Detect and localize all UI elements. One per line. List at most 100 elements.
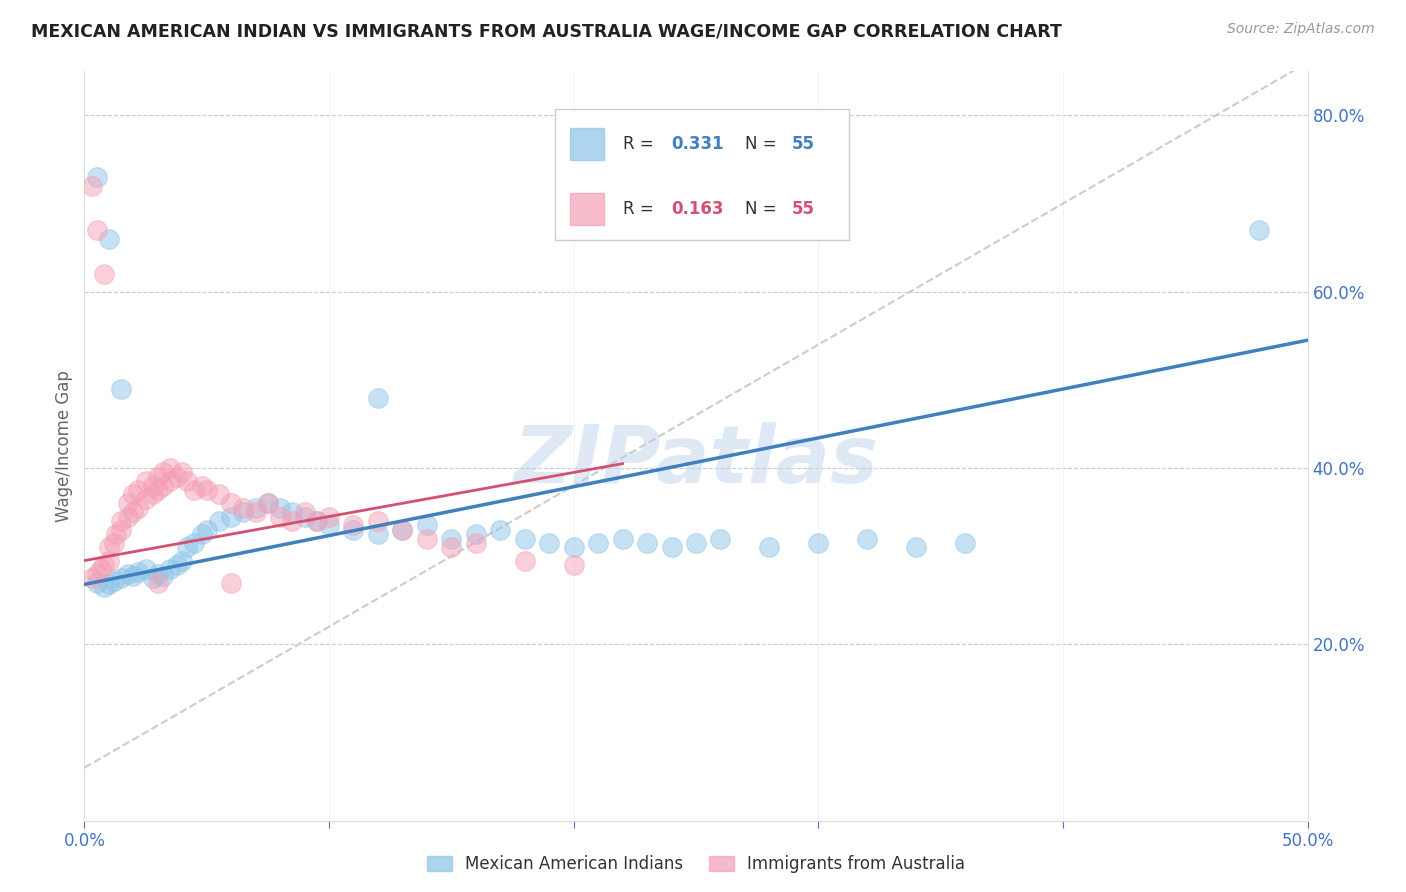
Point [166, 470, 188, 484]
Point [159, 562, 181, 576]
Point [176, 541, 198, 555]
Point [391, 523, 413, 537]
Point [440, 532, 463, 546]
Text: R =: R = [623, 200, 658, 219]
Point [122, 568, 145, 582]
Point [117, 509, 139, 524]
Point [538, 536, 561, 550]
Point [269, 509, 291, 524]
Point [305, 514, 328, 528]
Point [367, 527, 389, 541]
Point [183, 483, 205, 497]
Point [191, 527, 214, 541]
Point [110, 514, 132, 528]
Point [367, 514, 389, 528]
Point [342, 518, 364, 533]
Point [97, 553, 120, 567]
Point [159, 461, 181, 475]
Point [152, 466, 174, 480]
Point [685, 536, 707, 550]
Point [219, 509, 242, 524]
Point [183, 536, 205, 550]
Point [513, 553, 536, 567]
Point [562, 558, 585, 572]
Point [86, 575, 108, 590]
Text: N =: N = [745, 200, 782, 219]
Point [489, 523, 512, 537]
Point [166, 558, 188, 572]
Point [97, 541, 120, 555]
Point [142, 571, 165, 585]
Point [416, 532, 439, 546]
Point [172, 553, 194, 567]
Point [127, 500, 149, 515]
Point [172, 466, 194, 480]
Point [135, 475, 157, 489]
Point [86, 566, 108, 581]
Point [318, 518, 340, 533]
Point [562, 541, 585, 555]
FancyBboxPatch shape [569, 194, 605, 225]
Point [127, 565, 149, 579]
Point [191, 478, 214, 492]
Point [269, 500, 291, 515]
FancyBboxPatch shape [555, 109, 849, 240]
Point [93, 267, 115, 281]
Point [90, 562, 112, 576]
Text: 0.163: 0.163 [672, 200, 724, 219]
Point [110, 571, 132, 585]
Point [281, 505, 304, 519]
Point [152, 478, 174, 492]
Point [122, 487, 145, 501]
Point [80, 571, 103, 585]
Point [86, 223, 108, 237]
Point [146, 566, 169, 581]
Point [110, 523, 132, 537]
Point [636, 536, 658, 550]
Point [117, 566, 139, 581]
Point [416, 518, 439, 533]
Point [86, 170, 108, 185]
Point [142, 478, 165, 492]
Point [232, 500, 254, 515]
Point [1247, 223, 1270, 237]
Point [105, 527, 128, 541]
Point [905, 541, 928, 555]
Point [257, 496, 280, 510]
Point [281, 514, 304, 528]
Point [110, 382, 132, 396]
Point [367, 391, 389, 405]
FancyBboxPatch shape [569, 128, 605, 160]
Text: R =: R = [623, 135, 658, 153]
Y-axis label: Wage/Income Gap: Wage/Income Gap [55, 370, 73, 522]
Text: Source: ZipAtlas.com: Source: ZipAtlas.com [1227, 22, 1375, 37]
Point [135, 562, 157, 576]
Point [586, 536, 609, 550]
Point [80, 178, 103, 193]
Point [103, 574, 125, 588]
Point [391, 523, 413, 537]
Point [146, 575, 169, 590]
Point [97, 232, 120, 246]
Text: ZIPatlas: ZIPatlas [513, 422, 879, 500]
Point [612, 532, 634, 546]
Point [117, 496, 139, 510]
Point [219, 496, 242, 510]
Point [245, 505, 267, 519]
Point [305, 514, 328, 528]
Point [208, 487, 231, 501]
Text: 55: 55 [792, 200, 814, 219]
Point [232, 505, 254, 519]
Point [440, 541, 463, 555]
Point [856, 532, 879, 546]
Point [219, 575, 242, 590]
Point [122, 505, 145, 519]
Point [661, 541, 683, 555]
Point [208, 514, 231, 528]
Text: MEXICAN AMERICAN INDIAN VS IMMIGRANTS FROM AUSTRALIA WAGE/INCOME GAP CORRELATION: MEXICAN AMERICAN INDIAN VS IMMIGRANTS FR… [31, 22, 1062, 40]
Point [103, 536, 125, 550]
Point [953, 536, 976, 550]
Point [146, 483, 169, 497]
Text: 55: 55 [792, 135, 814, 153]
Point [318, 509, 340, 524]
